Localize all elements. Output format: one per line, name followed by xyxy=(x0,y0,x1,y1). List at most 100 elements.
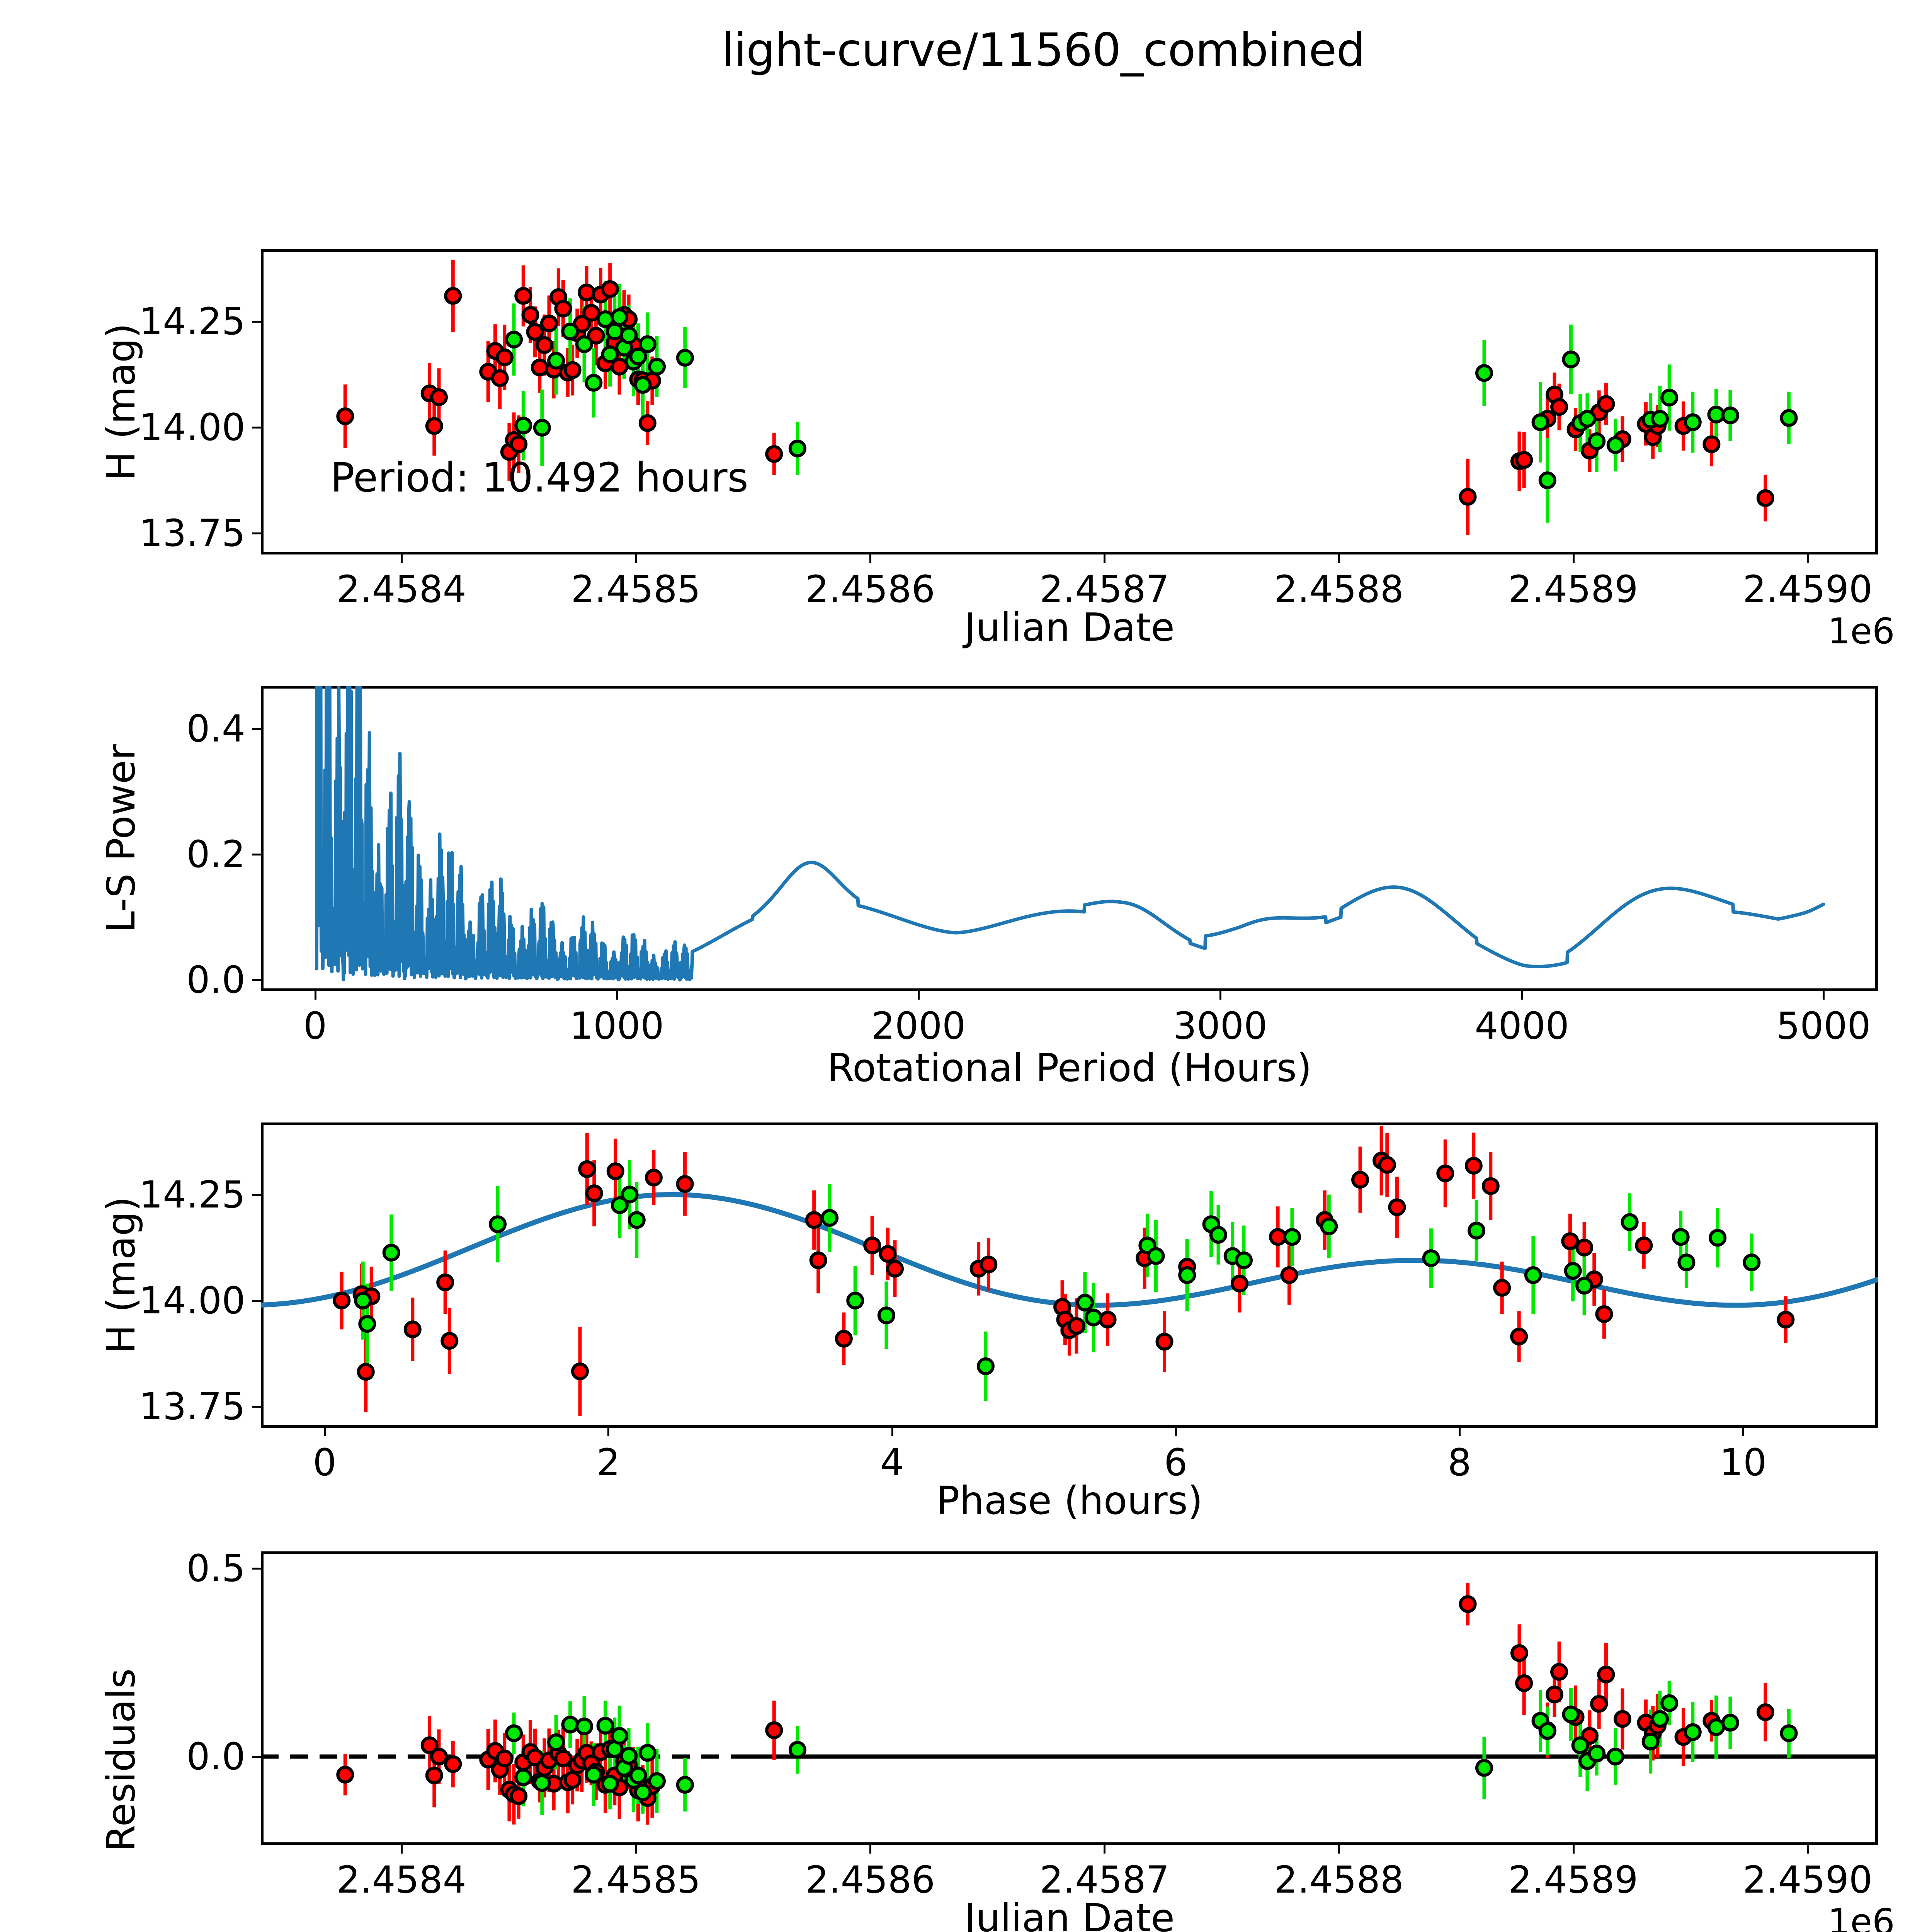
marker-group-red xyxy=(333,1151,1795,1381)
x-tick-label: 4000 xyxy=(1475,1004,1569,1048)
data-point xyxy=(1621,1213,1639,1231)
x-tick-label: 5000 xyxy=(1776,1004,1871,1048)
data-point xyxy=(1641,1733,1660,1751)
data-point xyxy=(531,359,549,377)
y-tick-label: 0.5 xyxy=(186,1546,245,1590)
x-tick xyxy=(1572,1845,1575,1854)
x-tick-label: 2 xyxy=(596,1441,620,1484)
x-tick-label: 2.4588 xyxy=(1274,568,1404,611)
data-point xyxy=(354,1291,372,1310)
data-point xyxy=(526,323,544,341)
data-point xyxy=(805,1211,823,1229)
data-point xyxy=(1597,1665,1615,1684)
x-tick-label: 10 xyxy=(1719,1441,1767,1484)
data-point xyxy=(575,1718,593,1736)
data-point xyxy=(645,1168,663,1187)
data-point xyxy=(1493,1279,1511,1297)
data-point xyxy=(1651,1710,1669,1728)
data-point xyxy=(1147,1247,1165,1265)
data-point xyxy=(1743,1253,1761,1272)
panel4-xaxis-offset: 1e6 xyxy=(1828,1901,1895,1932)
data-point xyxy=(514,287,532,305)
data-point xyxy=(1388,1198,1406,1216)
data-point xyxy=(505,330,523,349)
data-point xyxy=(1155,1333,1173,1351)
panel-residuals xyxy=(261,1551,1878,1845)
data-point xyxy=(835,1330,853,1348)
data-point xyxy=(1468,1221,1486,1240)
data-point xyxy=(976,1357,995,1375)
panel4-frame xyxy=(261,1551,1878,1845)
data-point xyxy=(765,445,783,463)
data-point xyxy=(425,1766,443,1784)
data-point xyxy=(582,304,600,322)
data-point xyxy=(611,308,628,326)
data-point xyxy=(1524,1266,1542,1284)
x-tick-label: 2.4589 xyxy=(1508,568,1638,611)
x-tick xyxy=(635,1845,637,1854)
x-tick-label: 2.4587 xyxy=(1039,568,1170,611)
y-tick xyxy=(252,728,261,730)
data-point xyxy=(1464,1156,1483,1175)
data-point xyxy=(1280,1266,1298,1284)
data-point xyxy=(620,326,638,344)
data-point xyxy=(495,348,514,366)
periodogram-curve xyxy=(315,686,1825,982)
data-point xyxy=(1672,1228,1690,1246)
x-tick xyxy=(400,554,403,563)
panel3-frame xyxy=(261,1122,1878,1428)
y-tick-label: 14.00 xyxy=(139,1279,245,1322)
x-tick-label: 2.4587 xyxy=(1039,1858,1170,1901)
data-point xyxy=(601,345,619,364)
x-tick xyxy=(616,991,618,1000)
data-point xyxy=(1660,1694,1679,1712)
data-point xyxy=(809,1251,827,1269)
data-point xyxy=(611,1196,629,1214)
data-point xyxy=(1209,1226,1227,1244)
data-point xyxy=(535,336,553,354)
panel-periodogram xyxy=(261,686,1878,991)
data-point xyxy=(1269,1228,1287,1246)
data-point xyxy=(1562,350,1580,369)
data-point xyxy=(1475,1759,1493,1777)
data-point xyxy=(1575,1277,1594,1295)
figure-title: light-curve/11560_combined xyxy=(721,23,1366,77)
data-point xyxy=(634,1783,652,1801)
x-tick xyxy=(1459,1428,1461,1436)
panel3-plot-area xyxy=(261,1126,1878,1416)
data-point xyxy=(1702,435,1721,453)
data-point xyxy=(1564,1262,1582,1280)
x-tick xyxy=(1175,1428,1177,1436)
data-point xyxy=(358,1315,376,1333)
panel2-xaxis-title: Rotational Period (Hours) xyxy=(827,1045,1312,1090)
data-point xyxy=(788,439,806,457)
data-point xyxy=(611,1727,628,1745)
panel3-yaxis-title: H (mag) xyxy=(99,1196,144,1354)
x-tick-label: 2.4585 xyxy=(571,568,701,611)
y-tick-label: 0.0 xyxy=(186,958,245,1002)
x-tick-label: 6 xyxy=(1164,1441,1188,1484)
data-point xyxy=(638,1744,656,1762)
x-tick-label: 2000 xyxy=(871,1004,966,1048)
data-point xyxy=(1588,1745,1606,1763)
data-point xyxy=(1606,436,1624,454)
y-tick xyxy=(252,853,261,855)
x-tick xyxy=(314,991,316,1000)
data-point xyxy=(1510,1644,1528,1662)
data-point xyxy=(1562,1705,1580,1723)
data-point xyxy=(1538,1722,1556,1740)
y-tick xyxy=(252,426,261,429)
data-point xyxy=(1481,1177,1500,1195)
data-point xyxy=(336,407,354,425)
data-point xyxy=(1651,410,1669,428)
marker-group-green xyxy=(505,1694,1798,1801)
data-point xyxy=(495,1749,514,1767)
data-point xyxy=(606,1162,624,1180)
data-point xyxy=(563,1771,582,1789)
x-tick xyxy=(918,991,920,1000)
data-point xyxy=(1684,1723,1702,1741)
data-point xyxy=(1320,1217,1338,1235)
data-point xyxy=(571,1362,589,1381)
y-tick xyxy=(252,532,261,535)
data-point xyxy=(676,349,694,367)
